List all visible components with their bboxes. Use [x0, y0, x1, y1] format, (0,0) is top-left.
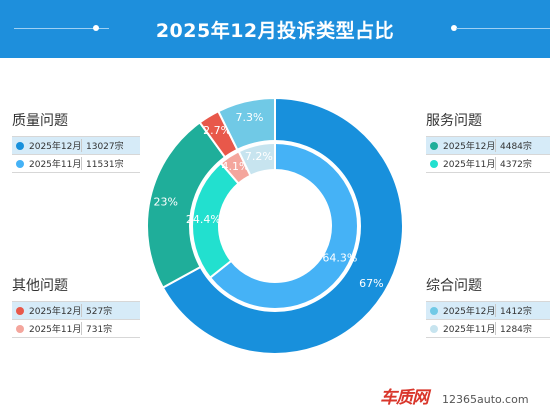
header-line-left: [14, 28, 109, 29]
slice-data-label: 7.2%: [245, 150, 273, 163]
legend-count: 13027宗: [81, 139, 124, 152]
legend-month: 2025年11月: [443, 325, 496, 335]
watermark-logo: 车质网 12365auto.com: [380, 388, 540, 408]
nested-donut-chart: 67% 23% 2.7% 7.3% 64.3% 24.4% 4.1%7.2%: [146, 96, 404, 355]
panel-row: 2025年11月 731宗: [12, 319, 140, 338]
panel-row: 2025年11月 4372宗: [426, 154, 550, 173]
slice-data-label: 7.3%: [236, 111, 264, 124]
legend-month: 2025年11月: [29, 160, 82, 170]
legend-swatch: [430, 306, 438, 315]
panel-title: 服务问题: [426, 113, 482, 129]
panel-row: 2025年12月 4484宗: [426, 136, 550, 154]
panel-row: 2025年12月 527宗: [12, 301, 140, 319]
legend-month: 2025年11月: [29, 325, 82, 335]
panel-title: 综合问题: [426, 278, 482, 294]
ring-separator: [189, 140, 361, 312]
legend-count: 1412宗: [495, 304, 532, 317]
header-bar: 2025年12月投诉类型占比: [0, 0, 550, 58]
legend-month: 2025年12月: [443, 307, 496, 317]
panel-general: 综合问题 2025年12月 1412宗 2025年11月 1284宗: [426, 277, 550, 338]
slice-data-label: 23%: [153, 196, 177, 209]
header-dot-right: [451, 25, 457, 31]
slice-data-label: 67%: [359, 277, 383, 290]
panel-row: 2025年12月 1412宗: [426, 301, 550, 319]
panel-other: 其他问题 2025年12月 527宗 2025年11月 731宗: [12, 277, 140, 338]
slice-data-label: 2.7%: [203, 124, 231, 137]
legend-count: 11531宗: [81, 157, 124, 170]
legend-month: 2025年12月: [29, 142, 82, 152]
slice-data-label: 4.1%: [221, 160, 249, 173]
legend-count: 4372宗: [495, 157, 532, 170]
legend-swatch: [16, 159, 24, 168]
legend-swatch: [430, 159, 438, 168]
panel-service: 服务问题 2025年12月 4484宗 2025年11月 4372宗: [426, 112, 550, 173]
panel-row: 2025年12月 13027宗: [12, 136, 140, 154]
legend-swatch: [16, 324, 24, 333]
panel-row: 2025年11月 11531宗: [12, 154, 140, 173]
panel-title: 质量问题: [12, 113, 68, 129]
watermark-site: 12365auto.com: [442, 393, 529, 406]
watermark-brand: 车质网: [380, 388, 429, 408]
legend-swatch: [16, 141, 24, 150]
legend-count: 4484宗: [495, 139, 532, 152]
panel-quality: 质量问题 2025年12月 13027宗 2025年11月 11531宗: [12, 112, 140, 173]
panel-title: 其他问题: [12, 278, 68, 294]
legend-month: 2025年12月: [443, 142, 496, 152]
legend-swatch: [430, 324, 438, 333]
legend-month: 2025年12月: [29, 307, 82, 317]
chart-title: 2025年12月投诉类型占比: [155, 20, 395, 42]
legend-count: 731宗: [81, 322, 112, 335]
header-line-right: [456, 28, 550, 29]
legend-swatch: [430, 141, 438, 150]
slice-data-label: 64.3%: [322, 251, 357, 264]
slice-data-label: 24.4%: [186, 213, 221, 226]
panel-row: 2025年11月 1284宗: [426, 319, 550, 338]
legend-month: 2025年11月: [443, 160, 496, 170]
header-dot-left: [93, 25, 99, 31]
legend-count: 527宗: [81, 304, 112, 317]
legend-swatch: [16, 306, 24, 315]
legend-count: 1284宗: [495, 322, 532, 335]
